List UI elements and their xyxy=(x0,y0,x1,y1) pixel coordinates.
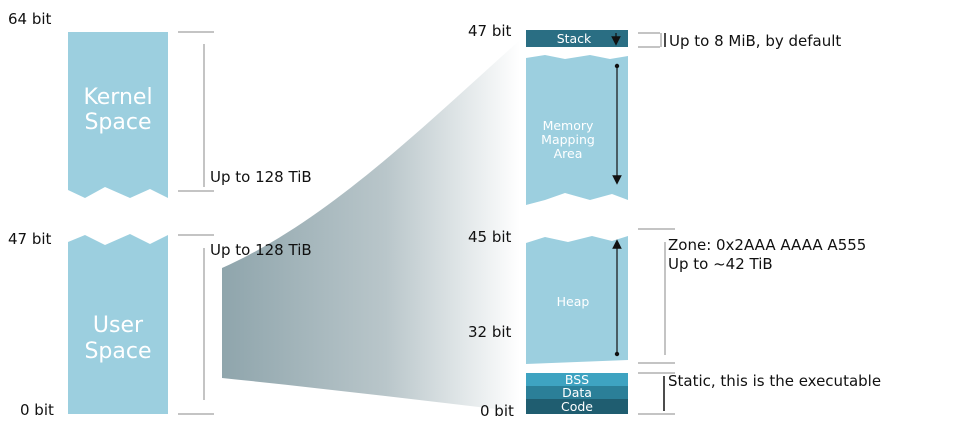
left-label-0-bit: 0 bit xyxy=(20,401,54,418)
left-label-47-bit: 47 bit xyxy=(8,230,52,248)
right-label-32-bit: 32 bit xyxy=(468,323,512,341)
bss-block xyxy=(526,373,628,386)
right-label-45-bit: 45 bit xyxy=(468,228,512,246)
mmap-label-3: Area xyxy=(554,146,583,161)
zoom-funnel xyxy=(222,40,520,412)
stack-label: Stack xyxy=(557,31,592,46)
kernel-space-label: Kernel xyxy=(83,85,152,110)
mmap-label-1: Memory xyxy=(543,118,594,133)
user-size-note: Up to 128 TiB xyxy=(210,241,312,259)
mmap-label-2: Mapping xyxy=(541,132,595,147)
data-label: Data xyxy=(562,385,592,400)
heap-label: Heap xyxy=(557,294,590,309)
kernel-size-note: Up to 128 TiB xyxy=(210,168,312,186)
kernel-space-block xyxy=(68,32,168,198)
kernel-space-label-2: Space xyxy=(84,110,151,135)
code-block xyxy=(526,399,628,414)
left-guides xyxy=(178,31,214,415)
bss-label: BSS xyxy=(565,372,589,387)
user-space-block xyxy=(68,234,168,414)
user-space-label: User xyxy=(93,313,144,338)
heap-size-note: Up to ~42 TiB xyxy=(668,255,773,273)
heap-block xyxy=(526,236,628,364)
mmap-block xyxy=(526,55,628,205)
right-label-0-bit: 0 bit xyxy=(480,402,514,418)
right-guides xyxy=(638,32,675,415)
left-label-64-bit: 64 bit xyxy=(8,10,52,28)
user-space-label-2: Space xyxy=(84,339,151,364)
stack-size-note: Up to 8 MiB, by default xyxy=(669,32,841,50)
heap-zone-note: Zone: 0x2AAA AAAA A555 xyxy=(668,236,866,254)
right-label-47-bit: 47 bit xyxy=(468,22,512,40)
code-label: Code xyxy=(561,399,593,414)
stack-block xyxy=(526,30,628,47)
static-note: Static, this is the executable xyxy=(668,372,881,390)
data-block xyxy=(526,386,628,399)
